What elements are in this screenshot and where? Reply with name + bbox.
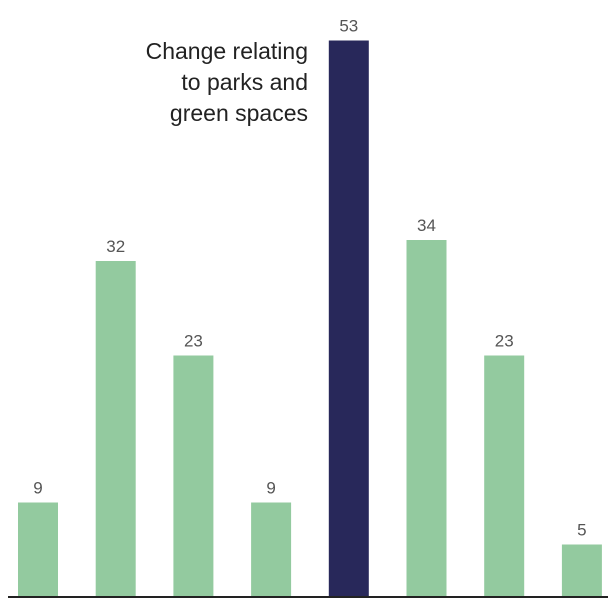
annotation-line-1: Change relating bbox=[145, 38, 308, 64]
bar-value-label: 5 bbox=[577, 521, 586, 540]
bar bbox=[484, 355, 525, 597]
bar-value-label: 23 bbox=[495, 332, 514, 351]
bar-highlighted bbox=[328, 40, 369, 597]
bar-value-label: 34 bbox=[417, 216, 436, 235]
bar-value-label: 53 bbox=[339, 17, 358, 36]
annotation-line-3: green spaces bbox=[169, 100, 308, 126]
highlight-annotation: Change relating to parks and green space… bbox=[68, 36, 308, 129]
bar bbox=[406, 240, 447, 597]
bars-group bbox=[18, 40, 602, 597]
bar bbox=[173, 355, 214, 597]
bar-value-label: 9 bbox=[266, 479, 275, 498]
bar bbox=[18, 502, 58, 597]
bar-value-label: 9 bbox=[33, 479, 42, 498]
bar bbox=[251, 502, 292, 597]
bar bbox=[561, 544, 602, 597]
data-labels-group: 9 32 23 9 53 34 23 5 bbox=[33, 17, 586, 540]
bar-value-label: 23 bbox=[184, 332, 203, 351]
bar-value-label: 32 bbox=[106, 237, 125, 256]
annotation-line-2: to parks and bbox=[181, 69, 308, 95]
bar bbox=[95, 261, 136, 597]
